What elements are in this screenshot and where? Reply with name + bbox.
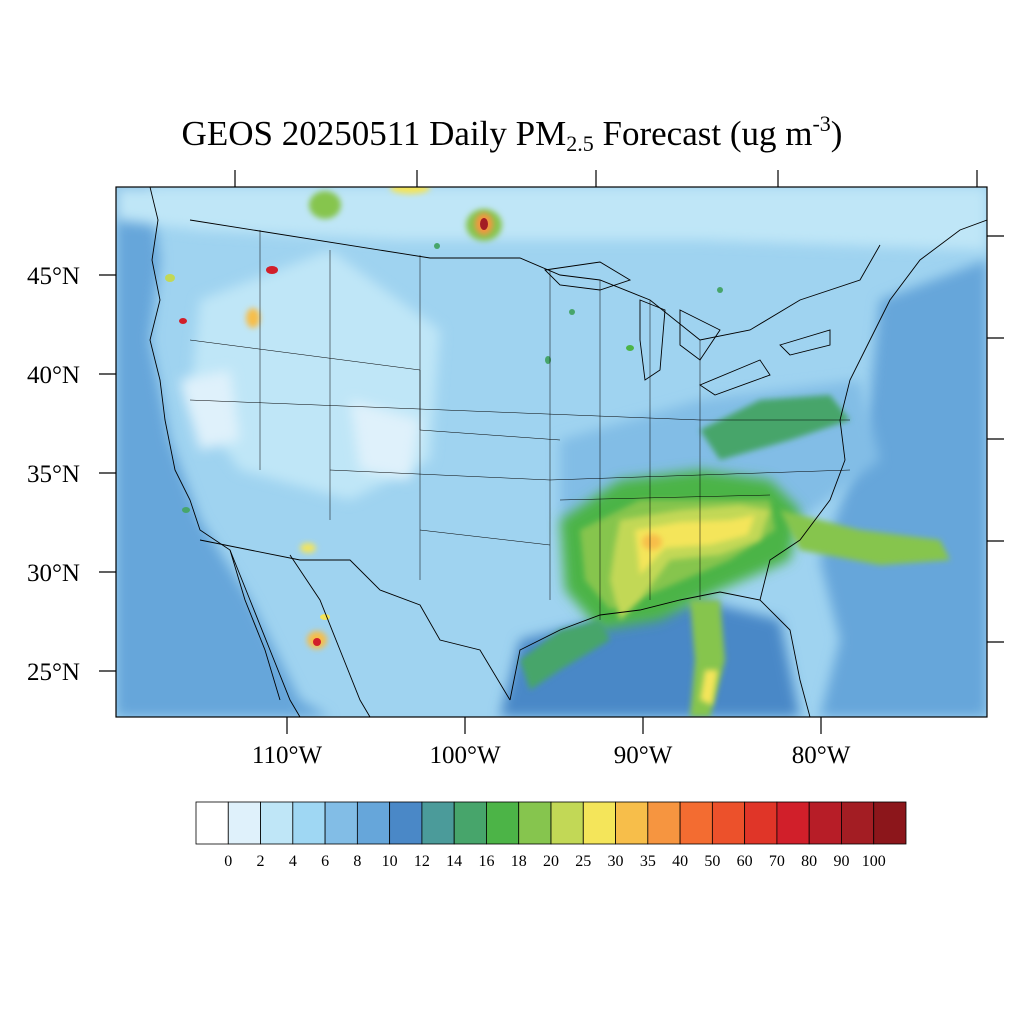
colorbar-label: 90 (833, 853, 849, 870)
colorbar-swatch (486, 801, 520, 845)
colorbar-label: 70 (769, 853, 785, 870)
colorbar-swatch (711, 801, 746, 845)
colorbar-swatch (421, 801, 455, 845)
colorbar-swatch (582, 801, 616, 845)
title-subscript: 2.5 (566, 131, 594, 156)
lon-label-80: 80°W (792, 742, 851, 769)
lat-label-25: 25°N (27, 659, 80, 686)
map-title: GEOS 20250511 Daily PM2.5 Forecast (ug m… (0, 112, 1024, 156)
colorbar-label: 4 (289, 853, 297, 870)
colorbar-swatch (615, 801, 649, 845)
colorbar-label: 80 (801, 853, 817, 870)
colorbar (195, 801, 907, 845)
colorbar-swatch (873, 801, 907, 845)
colorbar-label: 12 (414, 853, 430, 870)
colorbar-swatch (550, 801, 584, 845)
colorbar-label: 30 (608, 853, 624, 870)
left-ticks (99, 274, 116, 672)
colorbar-label: 0 (224, 853, 232, 870)
colorbar-swatch (389, 801, 423, 845)
colorbar-label: 2 (257, 853, 265, 870)
top-ticks (234, 170, 978, 187)
colorbar-label: 50 (704, 853, 720, 870)
colorbar-label: 18 (511, 853, 527, 870)
title-prefix: GEOS 20250511 Daily PM (181, 114, 567, 153)
colorbar-swatch (356, 801, 391, 845)
pm25-field (116, 187, 987, 717)
title-superscript: -3 (812, 111, 831, 136)
colorbar-swatch (195, 801, 229, 845)
colorbar-label: 20 (543, 853, 559, 870)
lon-label-110: 110°W (252, 742, 323, 769)
lon-label-100: 100°W (429, 742, 500, 769)
colorbar-label: 35 (640, 853, 656, 870)
colorbar-swatch (292, 801, 326, 845)
colorbar-label: 60 (737, 853, 753, 870)
lat-label-45: 45°N (27, 263, 80, 290)
title-suffix: ) (830, 114, 843, 153)
colorbar-label: 16 (478, 853, 494, 870)
lat-label-30: 30°N (27, 560, 80, 587)
colorbar-label: 8 (353, 853, 361, 870)
lat-label-35: 35°N (27, 461, 80, 488)
colorbar-label: 6 (321, 853, 329, 870)
colorbar-swatch (841, 801, 875, 845)
colorbar-swatch (647, 801, 681, 845)
colorbar-swatch (227, 801, 261, 845)
bottom-ticks (286, 717, 822, 734)
colorbar-swatch (518, 801, 552, 845)
lat-label-40: 40°N (27, 362, 80, 389)
colorbar-label: 40 (672, 853, 688, 870)
plot-frame (115, 186, 988, 718)
colorbar-swatch (679, 801, 713, 845)
colorbar-label: 10 (382, 853, 398, 870)
coastlines (149, 187, 987, 717)
colorbar-swatch (744, 801, 778, 845)
colorbar-label: 14 (446, 853, 462, 870)
colorbar-swatch (453, 801, 487, 845)
colorbar-swatch (808, 801, 842, 845)
lon-label-90: 90°W (614, 742, 673, 769)
colorbar-swatch (260, 801, 294, 845)
title-middle: Forecast (ug m (593, 114, 813, 153)
right-ticks (987, 235, 1004, 643)
colorbar-labels: 0 2 4 6 8 10 12 14 16 18 20 25 30 35 40 50 60 70 80 90 100 (224, 853, 885, 870)
colorbar-swatch (776, 801, 810, 845)
colorbar-label: 100 (862, 853, 886, 870)
colorbar-label: 25 (575, 853, 591, 870)
colorbar-swatch (324, 801, 358, 845)
